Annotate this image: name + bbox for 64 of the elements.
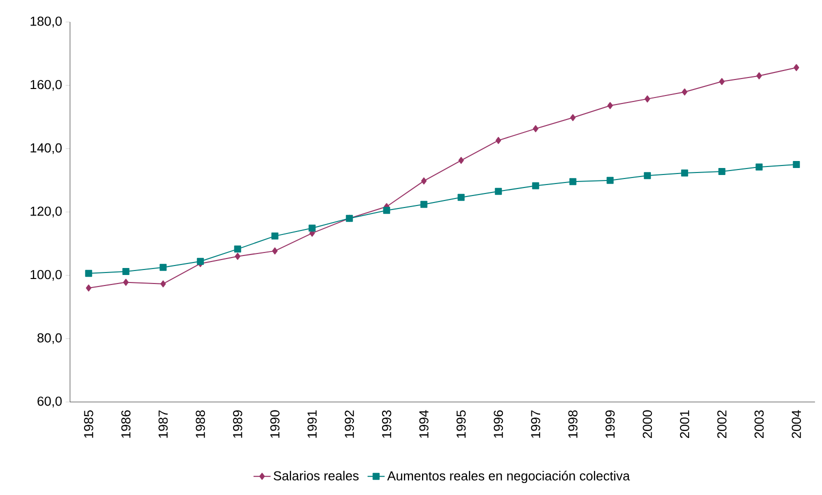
x-tick-label: 1989	[233, 410, 242, 438]
legend-label: Salarios reales	[274, 470, 359, 480]
point	[756, 72, 762, 80]
point	[383, 206, 390, 214]
point	[718, 168, 726, 175]
point	[607, 102, 613, 110]
point	[271, 232, 278, 240]
point	[85, 270, 92, 277]
point	[606, 176, 614, 184]
point	[160, 264, 167, 271]
point	[458, 194, 465, 201]
y-tick-label: 140,0	[30, 143, 62, 154]
point	[644, 172, 651, 180]
y-tick-label: 180,0	[30, 16, 62, 28]
x-tick-label: 2002	[717, 410, 726, 438]
x-tick-label: 1997	[531, 410, 540, 438]
point	[196, 258, 204, 265]
point	[272, 247, 278, 254]
point	[234, 252, 240, 260]
y-tick-label: 80,0	[37, 333, 62, 344]
point	[160, 280, 166, 288]
point	[681, 170, 688, 177]
y-tick-label: 60,0	[38, 396, 62, 408]
point	[420, 200, 428, 208]
point	[308, 224, 316, 232]
x-tick-label: 1992	[344, 410, 354, 438]
x-tick-label: 1986	[121, 410, 130, 438]
point	[794, 64, 800, 72]
y-tick-label: 120,0	[30, 206, 62, 218]
x-tick-label: 2000	[642, 410, 652, 438]
point	[792, 160, 800, 168]
x-tick-label: 1991	[308, 410, 317, 438]
point	[86, 284, 92, 292]
point	[569, 178, 576, 186]
point	[494, 188, 502, 195]
x-tick-label: 2003	[754, 410, 764, 438]
x-tick-label: 1999	[606, 410, 615, 438]
point	[421, 177, 427, 184]
x-tick-label: 1996	[494, 410, 503, 438]
point	[496, 136, 502, 144]
point	[682, 88, 688, 96]
x-tick-label: 1998	[568, 410, 578, 438]
y-tick-label: 100,0	[30, 270, 62, 281]
x-tick-label: 1987	[158, 410, 168, 438]
point	[123, 278, 129, 286]
x-tick-label: 1994	[419, 410, 428, 438]
x-tick-label: 1988	[196, 410, 205, 438]
point	[122, 268, 130, 276]
point	[719, 78, 725, 86]
point	[644, 95, 650, 102]
point	[756, 164, 763, 171]
x-tick-label: 1985	[84, 410, 94, 438]
x-tick-label: 1993	[382, 410, 392, 438]
point	[458, 156, 464, 164]
point	[234, 246, 242, 253]
point	[532, 125, 538, 132]
x-tick-label: 2001	[680, 410, 690, 438]
point	[532, 182, 540, 190]
x-tick-label: 1990	[270, 410, 280, 438]
point	[570, 114, 576, 122]
x-tick-label: 2004	[792, 410, 801, 438]
x-tick-label: 1995	[456, 410, 466, 438]
y-tick-label: 160,0	[30, 80, 62, 91]
legend-label: Aumentos reales en negociación colectiva	[387, 470, 630, 484]
